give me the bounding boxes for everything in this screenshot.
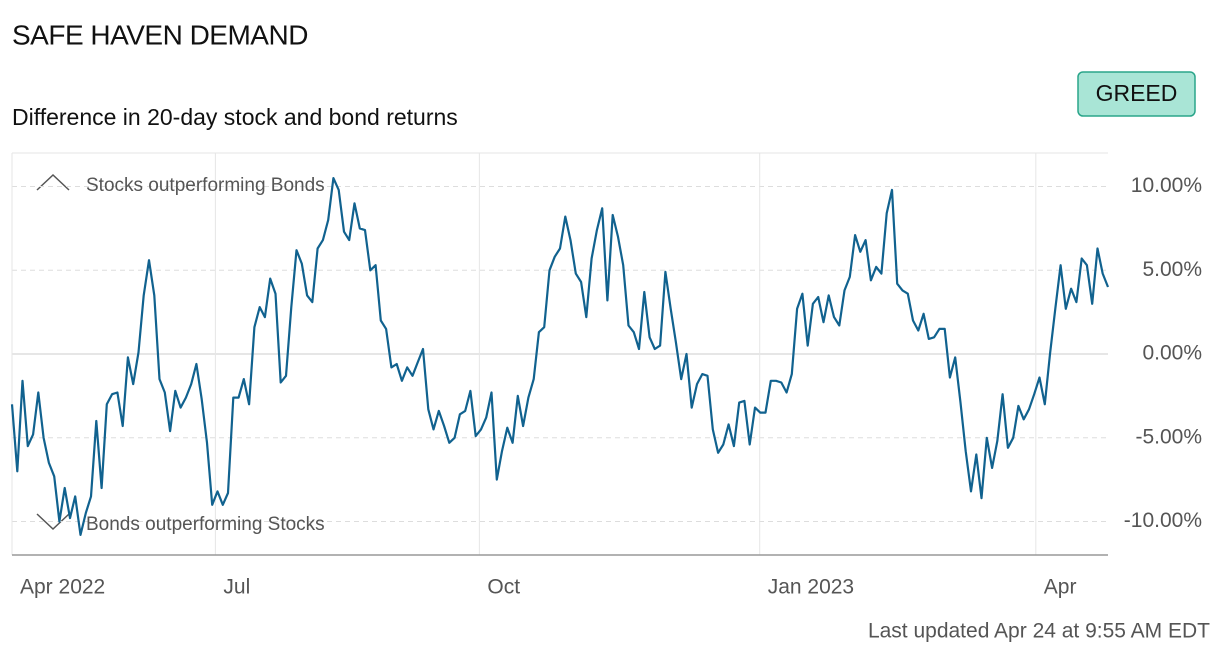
y-tick-label: 0.00% (1142, 342, 1202, 365)
annotation: Stocks outperforming Bonds (86, 175, 325, 196)
down-icon (36, 513, 70, 531)
series-line (10, 177, 1110, 536)
y-tick-label: 10.00% (1131, 174, 1202, 197)
y-tick-label: -5.00% (1135, 425, 1202, 448)
x-tick-label: Apr 2022 (20, 576, 105, 599)
chart-subtitle: Difference in 20-day stock and bond retu… (12, 104, 458, 130)
annotation: Bonds outperforming Stocks (86, 514, 325, 535)
up-icon (36, 173, 70, 191)
x-tick-label: Apr (1044, 576, 1077, 599)
footer: Last updated Apr 24 at 9:55 AM EDT (868, 620, 1210, 643)
x-tick-label: Oct (487, 576, 520, 599)
y-tick-label: 5.00% (1142, 258, 1202, 281)
chart-title: SAFE HAVEN DEMAND (12, 19, 308, 50)
badge-label: GREED (1096, 80, 1178, 106)
x-tick-label: Jan 2023 (768, 576, 854, 599)
y-tick-label: -10.00% (1124, 509, 1202, 532)
badge (1077, 71, 1196, 117)
x-tick-label: Jul (223, 576, 250, 599)
